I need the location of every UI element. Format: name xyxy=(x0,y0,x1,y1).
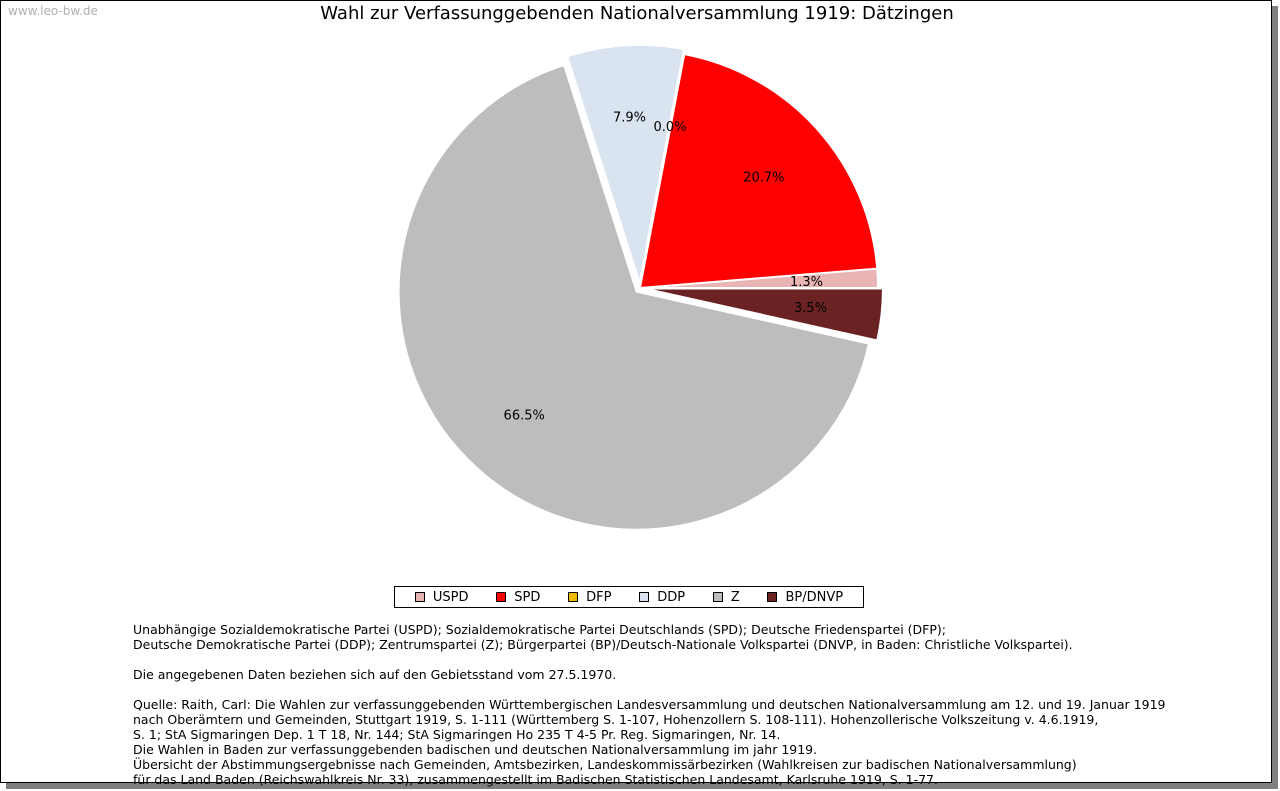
watermark: www.leo-bw.de xyxy=(8,4,98,18)
source-line: nach Oberämtern und Gemeinden, Stuttgart… xyxy=(133,712,1099,727)
source-line: Die Wahlen in Baden zur verfassunggebend… xyxy=(133,742,818,757)
source-line: S. 1; StA Sigmaringen Dep. 1 T 18, Nr. 1… xyxy=(133,727,781,742)
pie-slice-ddp xyxy=(565,44,686,284)
pie-slice-bp-dnvp xyxy=(644,287,884,342)
pie-label-uspd: 1.3% xyxy=(790,275,823,290)
legend-swatch xyxy=(496,592,507,602)
pie-slices xyxy=(397,44,884,531)
territory-note: Die angegebenen Daten beziehen sich auf … xyxy=(133,667,617,682)
pie-slice-spd xyxy=(638,52,879,290)
legend-label: Z xyxy=(730,589,740,605)
legend-label: DFP xyxy=(586,589,612,605)
legend: USPD SPD DFP DDP Z BP/DNVP xyxy=(394,586,864,608)
chart-title: Wahl zur Verfassunggebenden Nationalvers… xyxy=(320,3,954,24)
legend-label: DDP xyxy=(657,589,686,605)
pie-label-ddp: 7.9% xyxy=(613,111,646,126)
legend-swatch xyxy=(767,592,778,602)
legend-swatch xyxy=(639,592,650,602)
legend-item-bp-dnvp: BP/DNVP xyxy=(767,590,843,605)
pie-label-dfp: 0.0% xyxy=(653,120,686,135)
source-line: Übersicht der Abstimmungsergebnisse nach… xyxy=(133,757,1077,772)
legend-item-dfp: DFP xyxy=(568,590,611,605)
legend-swatch xyxy=(414,592,425,602)
parties-line-2: Deutsche Demokratische Partei (DDP); Zen… xyxy=(133,637,1073,652)
legend-item-spd: SPD xyxy=(496,590,540,605)
legend-label: USPD xyxy=(432,589,469,605)
legend-swatch xyxy=(568,592,579,602)
pie-label-spd: 20.7% xyxy=(743,171,784,186)
parties-line-1: Unabhängige Sozialdemokratische Partei (… xyxy=(133,622,946,637)
legend-label: BP/DNVP xyxy=(785,589,844,605)
source-line: Quelle: Raith, Carl: Die Wahlen zur verf… xyxy=(133,697,1166,712)
pie-slice-z xyxy=(397,63,871,531)
legend-label: SPD xyxy=(514,589,541,605)
legend-item-z: Z xyxy=(712,589,740,605)
footnotes: Unabhängige Sozialdemokratische Partei (… xyxy=(133,622,1165,787)
source-line: für das Land Baden (Reichswahlkreis Nr. … xyxy=(133,772,938,787)
pie-label-bp-dnvp: 3.5% xyxy=(794,301,827,316)
pie-labels: 1.3% 20.7% 0.0% 7.9% 66.5% 3.5% xyxy=(504,111,828,424)
legend-item-ddp: DDP xyxy=(639,590,685,605)
legend-swatch xyxy=(712,592,723,602)
pie-chart: 1.3% 20.7% 0.0% 7.9% 66.5% 3.5% xyxy=(397,44,884,531)
pie-label-z: 66.5% xyxy=(504,409,545,424)
legend-item-uspd: USPD xyxy=(414,589,469,605)
